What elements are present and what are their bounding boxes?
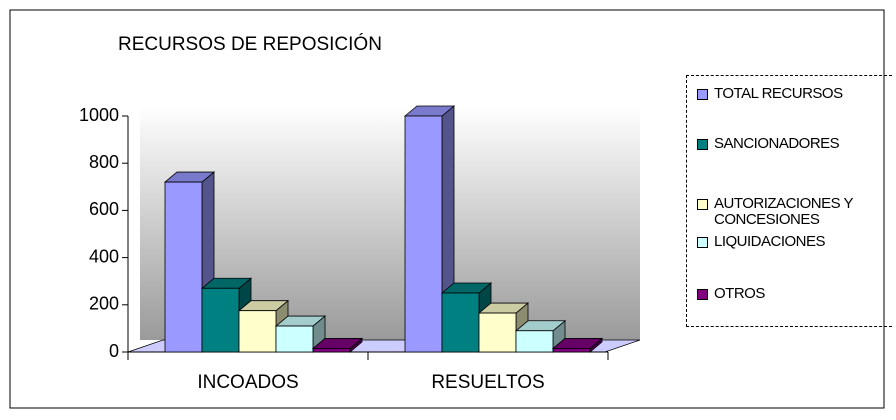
bar — [238, 310, 277, 353]
x-tick-label: INCOADOS — [197, 372, 298, 393]
y-tick-label: 0 — [109, 341, 119, 361]
bar — [552, 348, 591, 353]
y-tick-label: 800 — [89, 152, 119, 172]
legend-item: SANCIONADORES — [697, 136, 887, 152]
legend-key — [697, 289, 708, 300]
legend-item: AUTORIZACIONES Y CONCESIONES — [697, 196, 887, 228]
legend-label: LIQUIDACIONES — [714, 233, 826, 250]
legend-item: TOTAL RECURSOS — [697, 86, 887, 102]
legend-label: TOTAL RECURSOS — [714, 85, 843, 102]
legend: TOTAL RECURSOS SANCIONADORES AUTORIZACIONE… — [686, 75, 892, 327]
bar — [312, 348, 351, 353]
bar — [201, 287, 240, 353]
bar — [275, 325, 314, 353]
bar — [515, 330, 554, 353]
chart-title: RECURSOS DE REPOSICIÓN — [118, 33, 382, 55]
bar — [164, 181, 203, 353]
x-tick-label: RESUELTOS — [431, 372, 544, 393]
y-tick-label: 200 — [89, 294, 119, 314]
bar — [441, 292, 480, 353]
legend-key — [697, 139, 708, 150]
chart-border — [9, 9, 885, 409]
legend-item: OTROS — [697, 286, 887, 302]
legend-label: SANCIONADORES — [714, 135, 840, 152]
bar — [404, 115, 443, 353]
legend-key — [697, 237, 708, 248]
y-tick-label: 400 — [89, 246, 119, 266]
legend-key — [697, 89, 708, 100]
y-tick-label: 600 — [89, 199, 119, 219]
legend-label: AUTORIZACIONES Y CONCESIONES — [714, 195, 853, 228]
legend-key — [697, 199, 708, 210]
y-tick-label: 1000 — [79, 105, 119, 125]
legend-label: OTROS — [714, 285, 765, 302]
legend-item: LIQUIDACIONES — [697, 234, 887, 250]
bar — [478, 312, 517, 353]
